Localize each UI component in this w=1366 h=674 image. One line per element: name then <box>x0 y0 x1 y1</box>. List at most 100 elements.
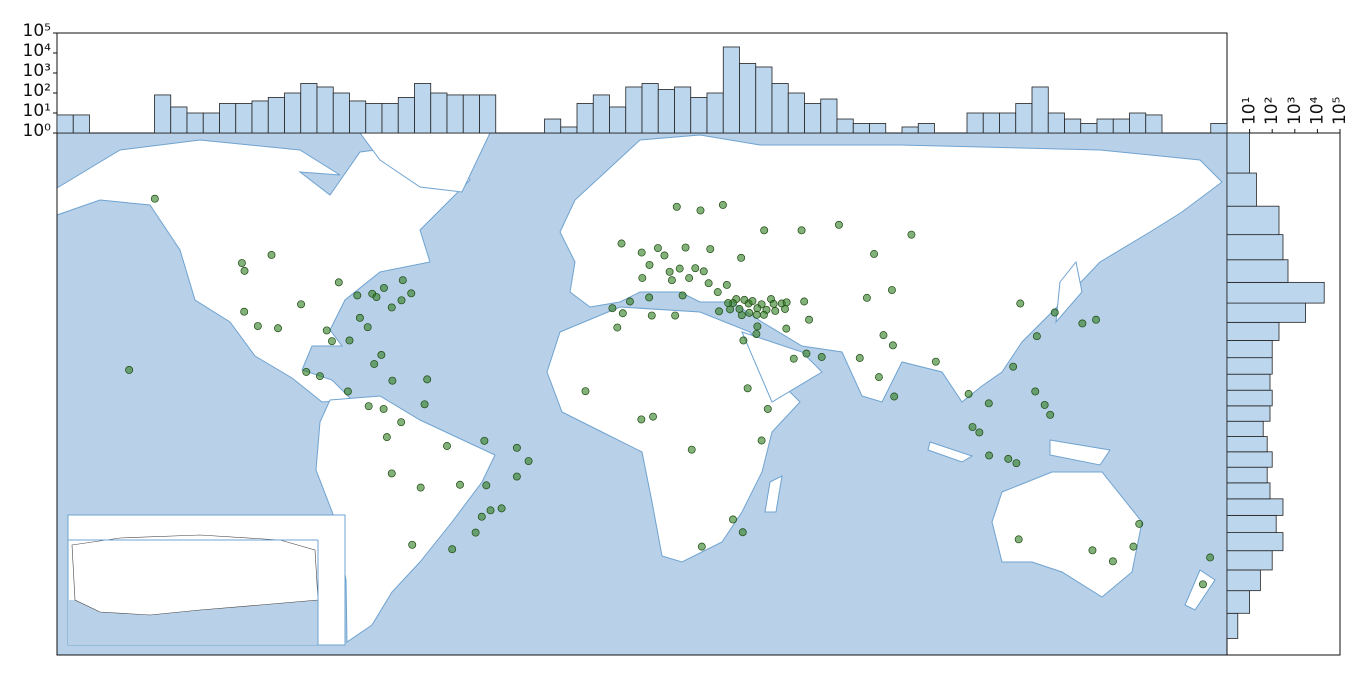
point <box>735 305 744 313</box>
hist-bar <box>1210 123 1228 134</box>
hist-bar <box>722 46 740 134</box>
point <box>740 295 749 304</box>
point <box>984 399 993 408</box>
hist-bar <box>430 92 448 134</box>
point <box>1031 387 1040 396</box>
point <box>1078 319 1087 328</box>
point <box>302 367 311 376</box>
inset-map <box>67 514 346 646</box>
point <box>887 286 896 294</box>
point <box>660 251 669 260</box>
point <box>696 206 705 215</box>
point <box>729 515 737 524</box>
hist-bar <box>1226 466 1268 484</box>
hist-bar <box>1226 569 1261 592</box>
hist-bar <box>397 97 415 134</box>
point <box>753 322 762 331</box>
point <box>675 264 684 273</box>
hist-bar <box>1226 259 1289 283</box>
point <box>398 276 407 285</box>
hist-bar <box>966 112 984 134</box>
hist-bar <box>852 123 870 134</box>
point <box>667 276 676 285</box>
point <box>743 384 752 393</box>
point <box>745 308 754 317</box>
hist-bar <box>1226 373 1271 391</box>
africa <box>546 306 801 563</box>
hist-bar <box>462 94 480 134</box>
point <box>443 442 451 450</box>
point <box>1012 459 1021 468</box>
point <box>1088 546 1097 555</box>
point <box>1009 362 1018 371</box>
hist-bar <box>739 63 757 134</box>
y-tick-label: 10¹ <box>23 101 51 121</box>
point <box>267 251 276 259</box>
point <box>388 376 397 385</box>
point <box>888 341 897 350</box>
point <box>387 303 396 312</box>
hist-bar <box>1226 405 1271 422</box>
point <box>448 545 457 554</box>
madagascar <box>764 475 783 513</box>
point <box>363 323 372 332</box>
point <box>681 243 690 252</box>
point <box>524 457 533 465</box>
hist-bar <box>1047 112 1065 134</box>
point <box>968 423 977 432</box>
point <box>407 289 416 298</box>
point <box>617 239 626 248</box>
new-guinea <box>1049 439 1111 466</box>
x-tick-label: 10² <box>1262 97 1282 125</box>
point <box>637 248 646 257</box>
point <box>380 283 388 292</box>
hist-bar <box>690 97 708 134</box>
point <box>237 259 246 268</box>
point <box>931 357 940 366</box>
hist-bar <box>609 106 627 134</box>
point <box>253 322 262 330</box>
point <box>985 451 994 460</box>
point <box>671 311 680 320</box>
point <box>752 310 761 319</box>
hist-bar <box>674 86 692 134</box>
hist-bar <box>1226 550 1273 571</box>
point <box>397 418 406 427</box>
point <box>769 299 778 308</box>
hist-bar <box>1226 482 1271 500</box>
y-tick-label: 10⁵ <box>23 21 51 41</box>
point <box>420 400 429 409</box>
y-tick-label: 10² <box>23 81 51 101</box>
hist-bar <box>381 103 399 134</box>
point <box>322 326 331 335</box>
x-tick-label: 10¹ <box>1240 97 1260 125</box>
hist-bar <box>1226 590 1251 614</box>
indonesia <box>927 441 974 463</box>
hist-bar <box>836 118 854 134</box>
point <box>817 353 826 361</box>
point <box>737 253 746 262</box>
hist-bar <box>917 123 935 134</box>
point <box>370 360 379 368</box>
hist-bar <box>365 103 383 134</box>
point <box>512 472 521 481</box>
point <box>1206 553 1215 562</box>
hist-bar <box>1226 532 1284 552</box>
point <box>343 387 352 396</box>
point <box>482 481 491 490</box>
x-tick-label: 10³ <box>1285 97 1305 125</box>
point <box>423 375 432 384</box>
point <box>626 297 634 306</box>
hist-bar <box>349 100 367 134</box>
point <box>713 288 722 297</box>
point <box>739 336 748 345</box>
point <box>328 337 336 346</box>
eurasia <box>559 134 1223 403</box>
point <box>800 297 809 306</box>
hist-bar <box>202 112 220 134</box>
point <box>835 220 843 229</box>
point <box>297 300 306 309</box>
point <box>1135 519 1144 528</box>
point <box>240 266 249 275</box>
hist-bar <box>1226 281 1325 304</box>
